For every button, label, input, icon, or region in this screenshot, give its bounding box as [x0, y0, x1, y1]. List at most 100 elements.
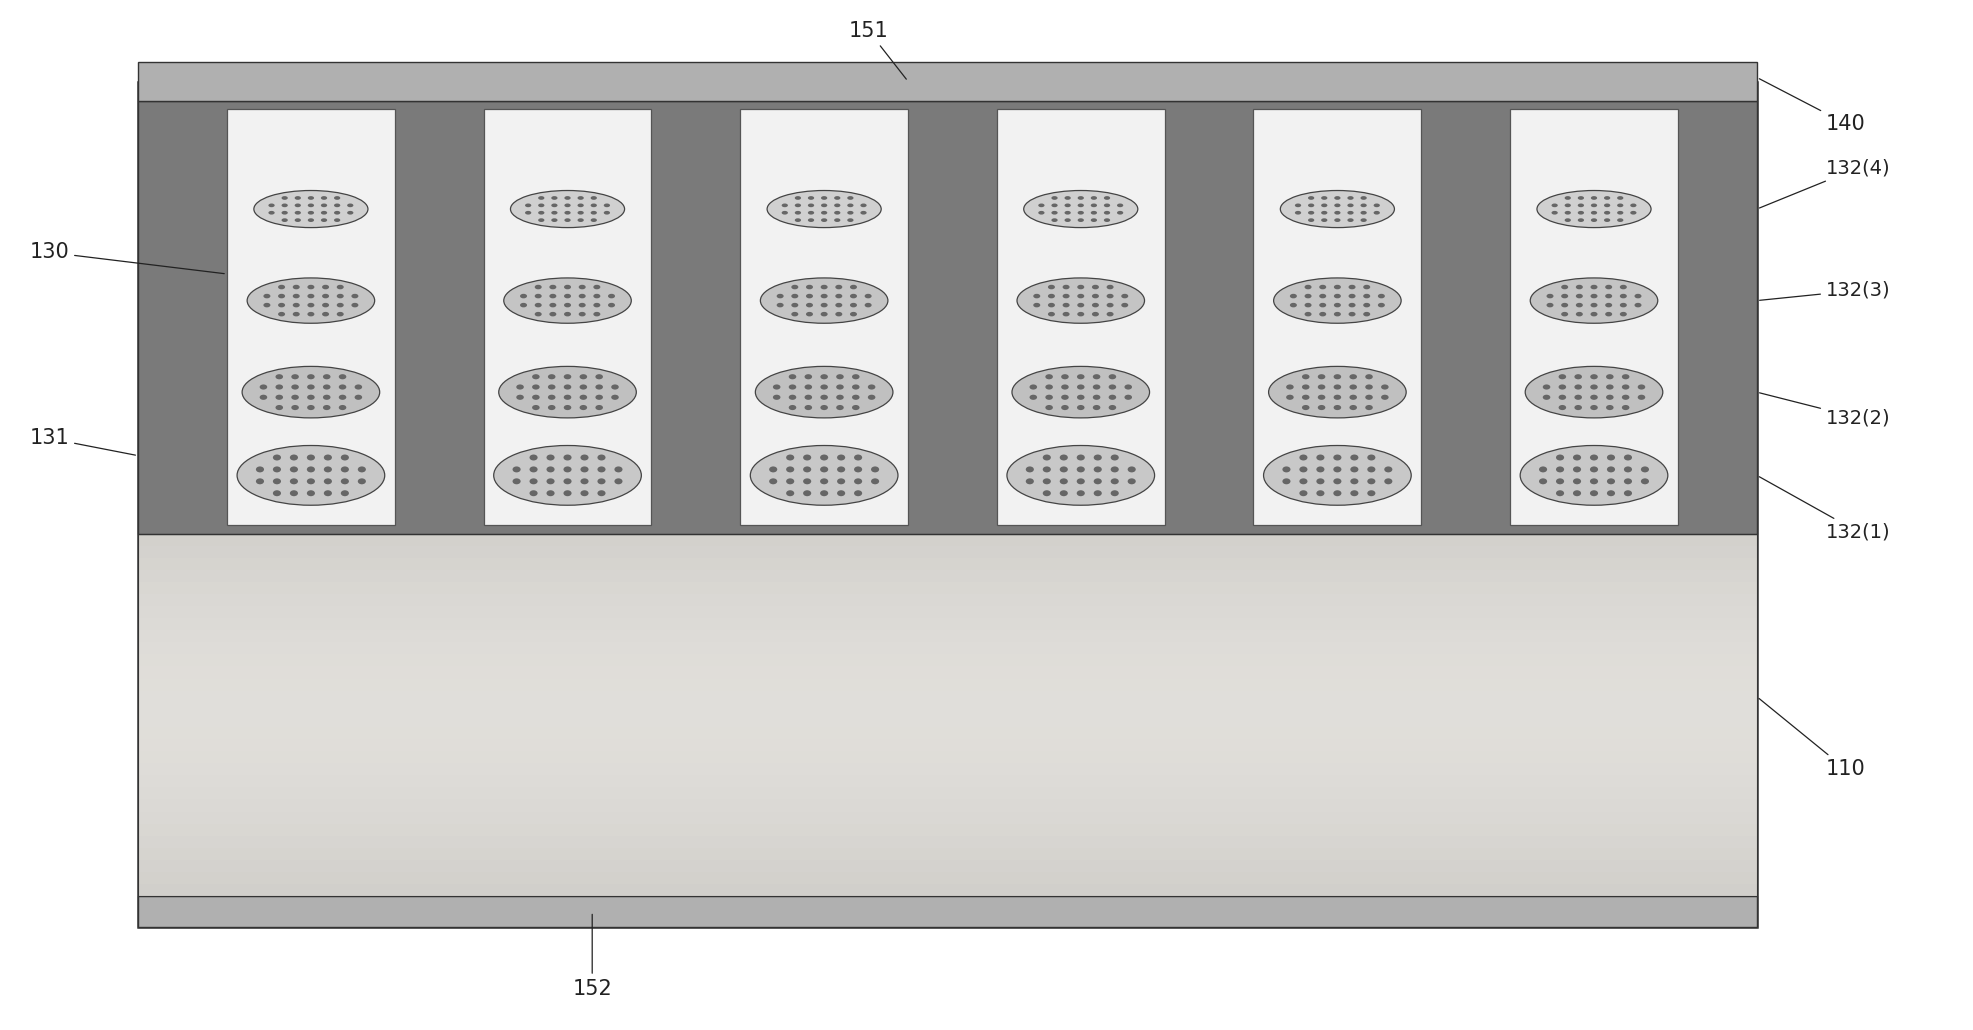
Ellipse shape — [1565, 196, 1571, 200]
Bar — [138, 606, 1756, 618]
Ellipse shape — [785, 467, 793, 473]
Text: 132(2): 132(2) — [1758, 392, 1890, 427]
Ellipse shape — [837, 490, 844, 496]
Ellipse shape — [1302, 394, 1308, 400]
Ellipse shape — [1334, 303, 1340, 307]
Ellipse shape — [805, 294, 813, 299]
Ellipse shape — [1109, 405, 1115, 410]
Ellipse shape — [292, 405, 298, 410]
Ellipse shape — [1555, 454, 1563, 460]
Ellipse shape — [580, 478, 588, 484]
Bar — [138, 884, 1756, 896]
Ellipse shape — [1604, 284, 1612, 289]
Ellipse shape — [308, 211, 314, 214]
Ellipse shape — [805, 384, 811, 389]
Ellipse shape — [1320, 204, 1326, 207]
Ellipse shape — [791, 284, 797, 289]
Ellipse shape — [533, 394, 539, 400]
Text: 130: 130 — [30, 242, 225, 274]
Ellipse shape — [760, 278, 888, 323]
Ellipse shape — [525, 211, 531, 214]
Ellipse shape — [351, 303, 359, 307]
Ellipse shape — [1367, 467, 1375, 473]
Bar — [138, 630, 1756, 643]
Ellipse shape — [1121, 294, 1129, 299]
Ellipse shape — [1026, 467, 1034, 473]
Ellipse shape — [529, 478, 537, 484]
Ellipse shape — [1302, 405, 1308, 410]
Ellipse shape — [578, 196, 584, 200]
Ellipse shape — [1091, 196, 1097, 200]
Ellipse shape — [322, 196, 328, 200]
Ellipse shape — [1551, 204, 1557, 207]
Ellipse shape — [604, 211, 610, 214]
Ellipse shape — [1077, 303, 1083, 307]
Ellipse shape — [308, 196, 314, 200]
Ellipse shape — [357, 467, 365, 473]
Ellipse shape — [548, 394, 554, 400]
Ellipse shape — [1561, 284, 1567, 289]
Ellipse shape — [1620, 303, 1626, 307]
Ellipse shape — [1109, 374, 1115, 379]
Ellipse shape — [1348, 218, 1353, 222]
Ellipse shape — [1103, 218, 1109, 222]
Ellipse shape — [598, 490, 606, 496]
Ellipse shape — [324, 394, 329, 400]
Ellipse shape — [564, 405, 570, 410]
Ellipse shape — [756, 367, 892, 418]
Ellipse shape — [1093, 374, 1099, 379]
Ellipse shape — [1606, 374, 1612, 379]
Ellipse shape — [562, 478, 572, 484]
Ellipse shape — [1077, 284, 1083, 289]
Ellipse shape — [272, 478, 280, 484]
Ellipse shape — [1030, 394, 1036, 400]
Ellipse shape — [562, 490, 572, 496]
Ellipse shape — [604, 204, 610, 207]
Ellipse shape — [846, 211, 852, 214]
Ellipse shape — [294, 218, 300, 222]
Ellipse shape — [1620, 284, 1626, 289]
Ellipse shape — [1026, 478, 1034, 484]
Ellipse shape — [1559, 374, 1565, 379]
Bar — [227, 109, 395, 525]
Ellipse shape — [1121, 303, 1129, 307]
Ellipse shape — [594, 284, 600, 289]
Ellipse shape — [819, 490, 829, 496]
Ellipse shape — [1574, 374, 1580, 379]
Ellipse shape — [1348, 284, 1355, 289]
Ellipse shape — [590, 196, 596, 200]
Ellipse shape — [272, 467, 280, 473]
Ellipse shape — [1604, 294, 1612, 299]
Ellipse shape — [513, 467, 521, 473]
Ellipse shape — [868, 394, 874, 400]
Ellipse shape — [1304, 294, 1310, 299]
Ellipse shape — [1630, 204, 1636, 207]
Ellipse shape — [795, 218, 801, 222]
Ellipse shape — [1539, 467, 1547, 473]
Ellipse shape — [292, 374, 298, 379]
Ellipse shape — [590, 211, 596, 214]
Ellipse shape — [1383, 478, 1391, 484]
Ellipse shape — [306, 467, 316, 473]
Ellipse shape — [1093, 384, 1099, 389]
Ellipse shape — [256, 478, 264, 484]
Ellipse shape — [803, 490, 811, 496]
Ellipse shape — [767, 191, 880, 228]
Ellipse shape — [837, 454, 844, 460]
Ellipse shape — [1616, 204, 1622, 207]
Ellipse shape — [1604, 218, 1610, 222]
Ellipse shape — [860, 204, 866, 207]
Ellipse shape — [803, 467, 811, 473]
Ellipse shape — [1572, 467, 1580, 473]
Ellipse shape — [835, 312, 842, 316]
Ellipse shape — [1590, 211, 1596, 214]
Ellipse shape — [1359, 218, 1365, 222]
Bar — [1253, 109, 1421, 525]
Ellipse shape — [292, 394, 298, 400]
Ellipse shape — [550, 204, 556, 207]
Ellipse shape — [1634, 294, 1642, 299]
Ellipse shape — [850, 294, 856, 299]
Ellipse shape — [1061, 312, 1069, 316]
Ellipse shape — [322, 211, 328, 214]
Ellipse shape — [1318, 384, 1324, 389]
